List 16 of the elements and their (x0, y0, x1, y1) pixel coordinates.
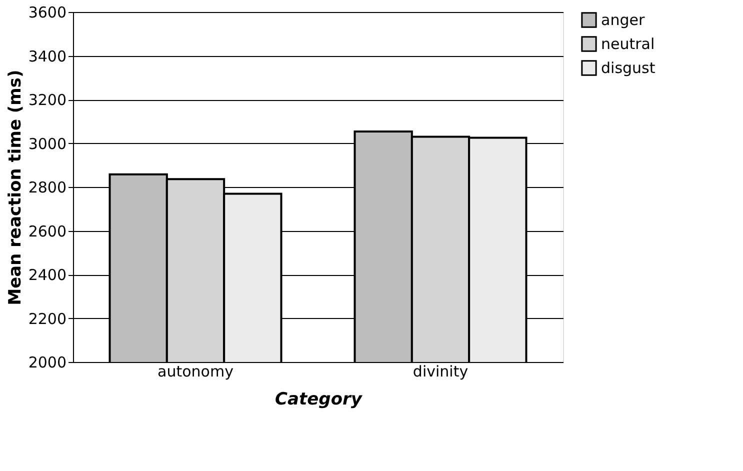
y-tick-label: 3000 (28, 134, 66, 153)
y-tick-label: 2000 (28, 354, 66, 372)
y-tick-label: 2200 (28, 310, 66, 328)
legend-label: neutral (601, 35, 655, 53)
y-tick-label: 3600 (28, 4, 66, 22)
y-tick-label: 3200 (28, 91, 66, 109)
x-tick-label: divinity (412, 362, 468, 380)
y-tick-label: 2600 (28, 222, 66, 240)
legend-label: disgust (601, 59, 656, 77)
y-tick-label: 3400 (28, 47, 66, 66)
x-tick-label: autonomy (158, 362, 234, 380)
x-axis-title: Category (275, 390, 363, 410)
legend-label: anger (601, 11, 646, 29)
y-axis-title: Mean reaction time (ms) (5, 70, 26, 306)
y-tick-label: 2400 (28, 266, 66, 284)
y-tick-label: 2800 (28, 178, 66, 196)
